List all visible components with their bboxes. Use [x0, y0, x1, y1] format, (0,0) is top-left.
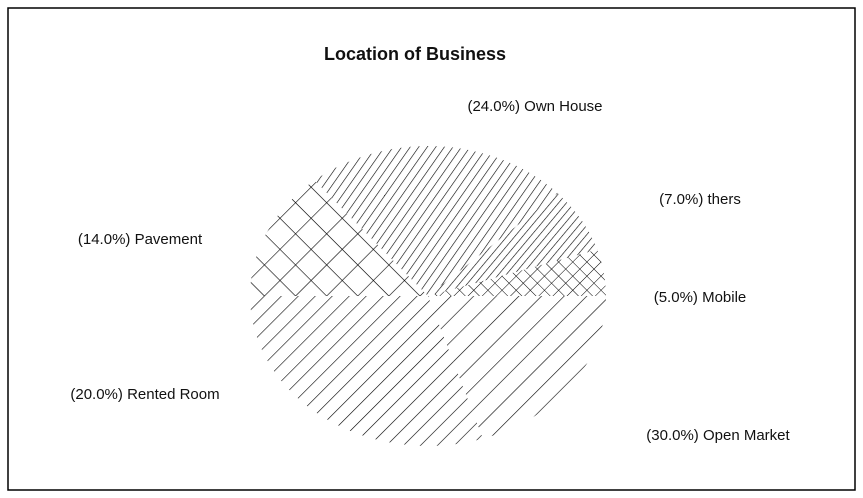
slice-value-label: (5.0%): [654, 289, 698, 306]
slice-category-label: Mobile: [702, 289, 746, 306]
pie-slice: [250, 180, 428, 296]
slice-label: (24.0%) Own House: [467, 98, 602, 115]
slice-value-label: (7.0%): [659, 191, 703, 208]
slice-value-label: (30.0%): [646, 427, 699, 444]
slice-value-label: (20.0%): [70, 386, 123, 403]
slice-category-label: Open Market: [703, 427, 791, 444]
slice-label: (7.0%) thers: [659, 191, 741, 208]
slice-label: (30.0%) Open Market: [646, 427, 790, 444]
slice-label: (14.0%) Pavement: [78, 231, 203, 248]
slice-category-label: thers: [708, 191, 741, 208]
pie-slice: [250, 296, 484, 446]
slice-category-label: Rented Room: [127, 386, 220, 403]
slice-label: (20.0%) Rented Room: [70, 386, 219, 403]
slice-label: (5.0%) Mobile: [654, 289, 747, 306]
pie-slice: [428, 249, 606, 296]
slice-category-label: Own House: [524, 98, 602, 115]
slice-value-label: (14.0%): [78, 231, 131, 248]
slice-category-label: Pavement: [135, 231, 203, 248]
slice-value-label: (24.0%): [467, 98, 520, 115]
pie-slice: [314, 146, 558, 296]
chart-title: Location of Business: [324, 44, 506, 64]
pie-slice: [428, 296, 606, 439]
pie-slice: [428, 193, 598, 296]
